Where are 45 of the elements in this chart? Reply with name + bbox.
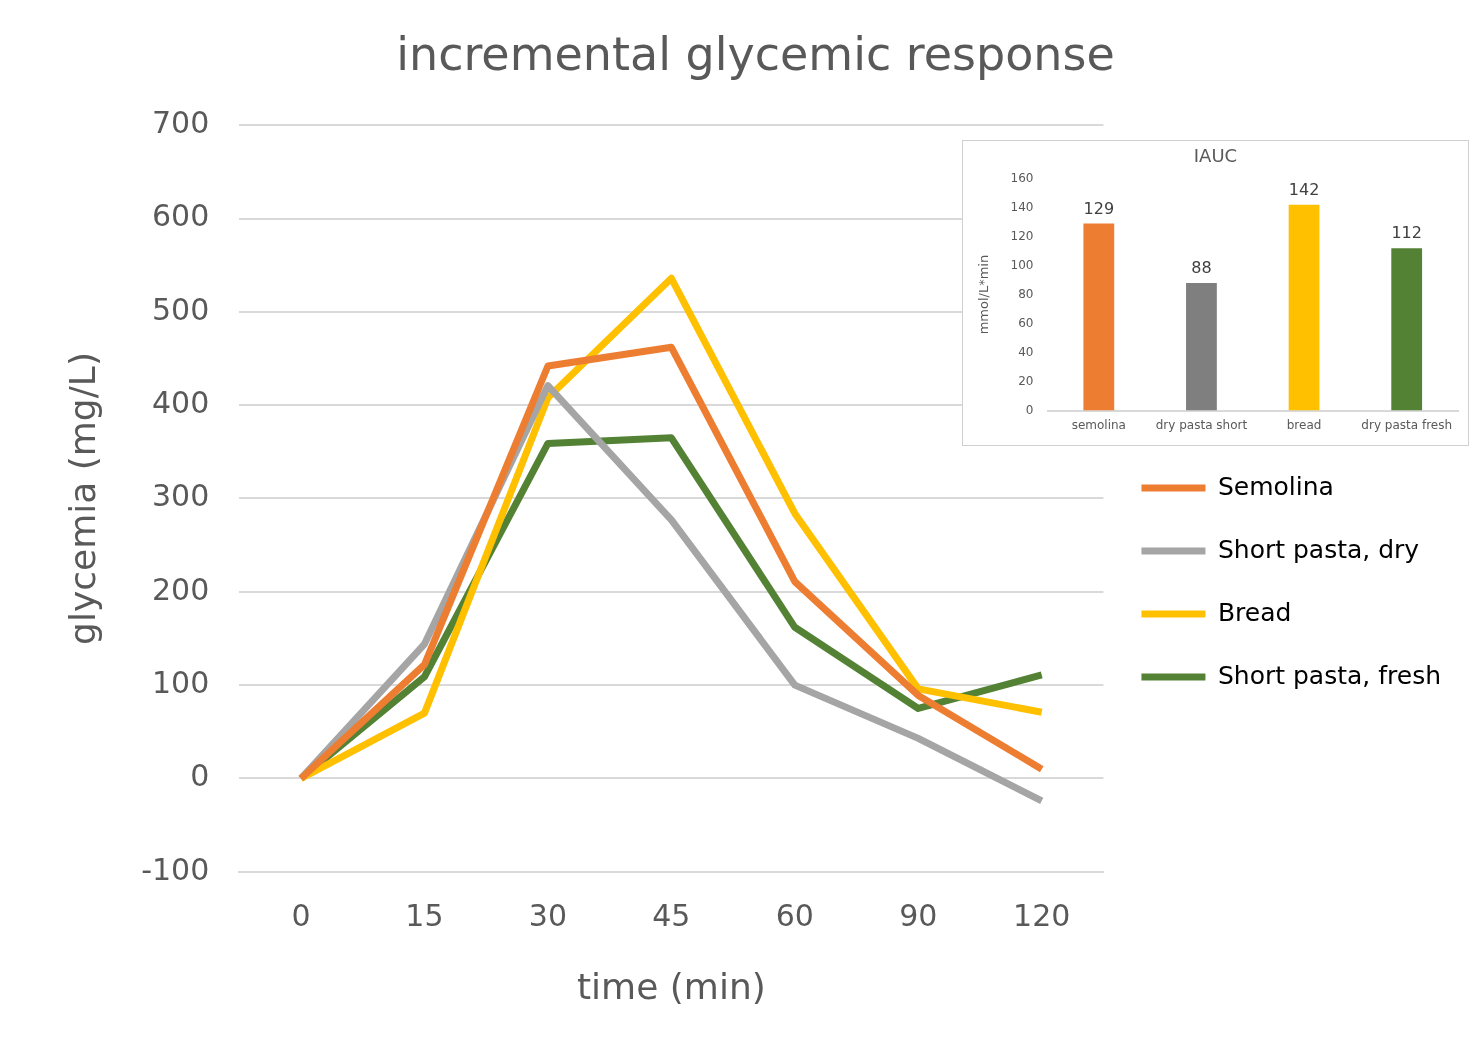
y-tick-label: 600 <box>152 198 210 234</box>
legend-label: Bread <box>1217 597 1292 627</box>
y-tick-label: 160 <box>1010 170 1034 185</box>
y-tick-label: 100 <box>1010 257 1034 272</box>
bar <box>1391 248 1423 411</box>
legend-label: Semolina <box>1217 471 1334 501</box>
x-tick-label: dry pasta short <box>1155 417 1248 432</box>
y-tick-label: 140 <box>1010 199 1034 214</box>
y-tick-label: 100 <box>152 664 210 700</box>
y-tick-label: 80 <box>1018 286 1034 301</box>
data-label: 129 <box>1083 198 1115 218</box>
data-label: 112 <box>1391 223 1422 243</box>
x-tick-label: 90 <box>899 897 938 933</box>
x-tick-label: 15 <box>405 897 444 933</box>
x-axis-title: time (min) <box>576 965 766 1007</box>
y-tick-label: 200 <box>152 571 210 607</box>
bar <box>1083 223 1115 411</box>
bar <box>1186 283 1217 411</box>
legend-label: Short pasta, fresh <box>1217 660 1441 690</box>
y-tick-label: 700 <box>152 105 210 140</box>
legend-label: Short pasta, dry <box>1217 534 1420 564</box>
bar <box>1288 204 1320 411</box>
x-tick-label: 0 <box>291 897 311 933</box>
y-tick-label: 120 <box>1010 228 1034 243</box>
y-tick-label: 20 <box>1018 373 1034 388</box>
x-tick-label: 45 <box>652 897 691 933</box>
chart-title: incremental glycemic response <box>396 26 1115 81</box>
y-tick-label: 400 <box>152 384 210 420</box>
x-tick-label: semolina <box>1071 417 1126 432</box>
x-tick-label: 60 <box>775 897 814 933</box>
x-tick-label: dry pasta fresh <box>1361 417 1453 432</box>
y-tick-label: 500 <box>152 291 210 327</box>
x-tick-label: bread <box>1286 417 1322 432</box>
y-tick-label: 0 <box>190 758 210 794</box>
y-tick-label: -100 <box>141 851 210 887</box>
y-tick-label: 40 <box>1018 344 1034 359</box>
x-tick-label: 30 <box>528 897 568 933</box>
y-tick-label: 0 <box>1025 402 1034 417</box>
y-axis-title: mmol/L*min <box>976 254 992 335</box>
y-axis-title: glycemia (mg/L) <box>61 352 103 645</box>
y-tick-label: 60 <box>1018 315 1034 330</box>
y-tick-label: 300 <box>152 478 210 514</box>
data-label: 142 <box>1288 179 1320 199</box>
data-label: 88 <box>1191 258 1212 278</box>
chart-title: IAUC <box>1193 145 1238 167</box>
